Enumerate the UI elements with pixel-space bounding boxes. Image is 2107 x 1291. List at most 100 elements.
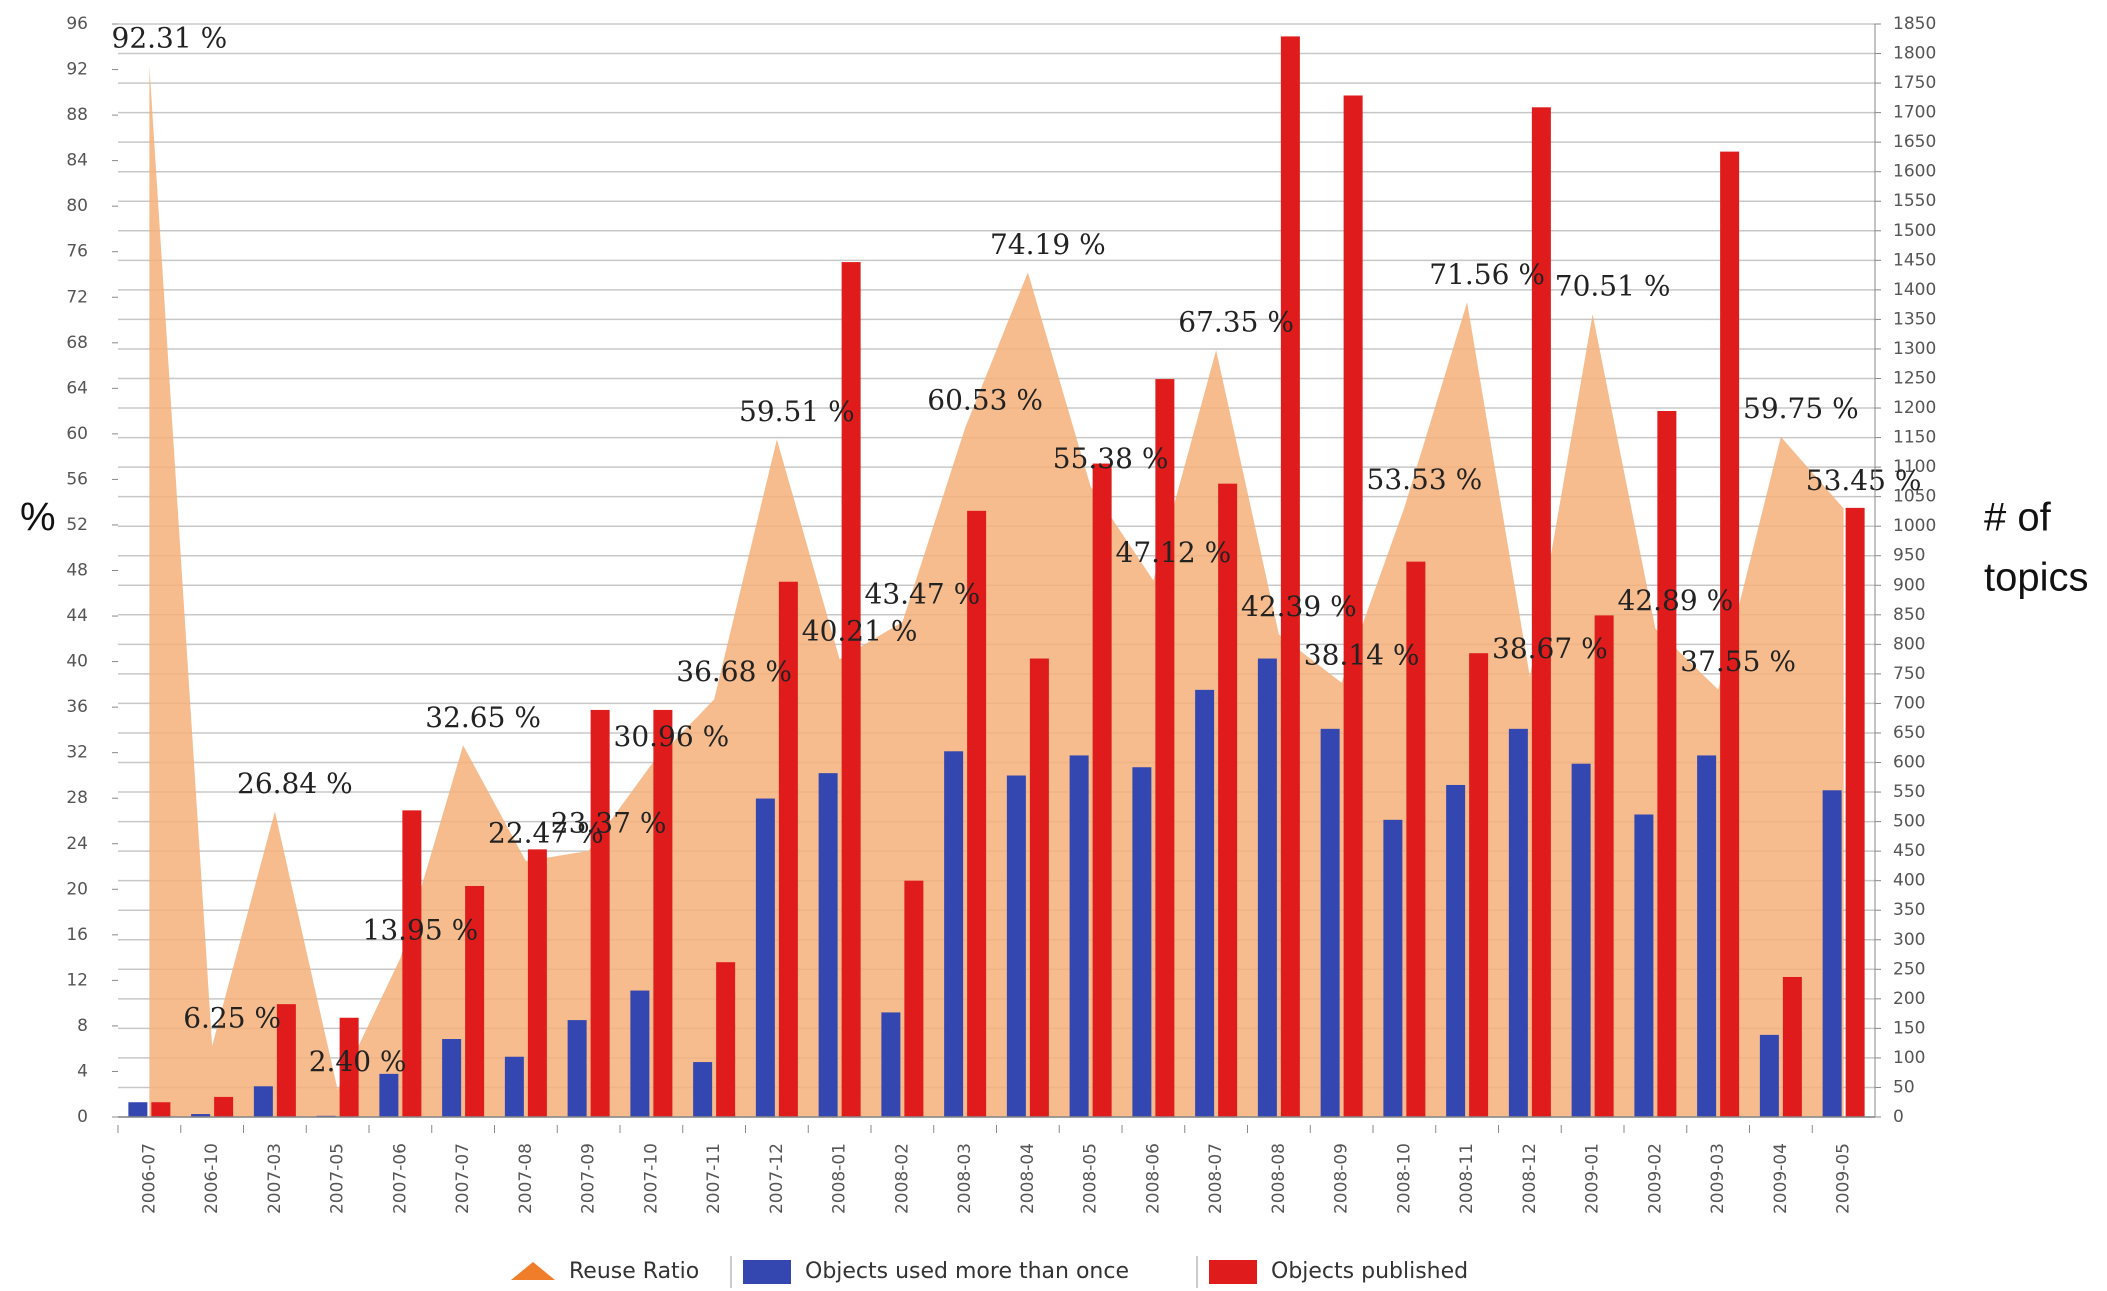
y2-tick-label: 450 — [1893, 841, 1925, 861]
y2-tick-label: 550 — [1893, 782, 1925, 802]
y2-tick-label: 50 — [1893, 1077, 1915, 1097]
bar — [1446, 784, 1466, 1117]
bar — [1195, 689, 1215, 1117]
y2-tick-label: 1150 — [1893, 428, 1936, 448]
bar — [1155, 379, 1175, 1118]
data-label: 38.14 % — [1304, 638, 1420, 671]
y2-tick-label: 1800 — [1893, 44, 1936, 64]
bar — [465, 885, 485, 1117]
x-tick-label: 2009-03 — [1708, 1143, 1728, 1214]
x-tick-label: 2007-12 — [767, 1143, 787, 1214]
y2-tick-label: 750 — [1893, 664, 1925, 684]
x-tick-label: 2008-05 — [1081, 1143, 1101, 1214]
y2-tick-label: 1050 — [1893, 487, 1936, 507]
bar — [402, 810, 422, 1117]
bar — [1822, 790, 1842, 1117]
y-tick-label: 12 — [66, 970, 88, 990]
y2-tick-label: 1000 — [1893, 516, 1936, 536]
x-tick-label: 2008-10 — [1394, 1143, 1414, 1214]
bar — [1571, 763, 1591, 1117]
bar — [590, 709, 610, 1117]
x-tick-label: 2007-05 — [328, 1143, 348, 1214]
y2-tick-label: 1850 — [1893, 14, 1936, 34]
y2-tick-label: 1200 — [1893, 398, 1936, 418]
x-tick-label: 2009-05 — [1834, 1143, 1854, 1214]
bar — [904, 880, 924, 1117]
bar — [1092, 463, 1112, 1117]
data-label: 30.96 % — [614, 720, 730, 753]
x-tick-label: 2008-08 — [1269, 1143, 1289, 1214]
y2-tick-label: 850 — [1893, 605, 1925, 625]
y2-tick-label: 100 — [1893, 1048, 1925, 1068]
data-label: 42.39 % — [1241, 590, 1357, 623]
y-tick-label: 80 — [66, 196, 88, 216]
y2-tick-label: 950 — [1893, 546, 1925, 566]
y2-tick-label: 250 — [1893, 959, 1925, 979]
bar — [504, 1056, 524, 1117]
y-axis-label: % — [20, 496, 56, 540]
legend-swatch — [511, 1262, 555, 1280]
bar — [841, 262, 861, 1117]
data-label: 36.68 % — [676, 655, 792, 688]
x-tick-label: 2008-04 — [1018, 1143, 1038, 1214]
y-tick-label: 72 — [66, 287, 88, 307]
y-tick-label: 68 — [66, 333, 88, 353]
data-label: 23.37 % — [551, 806, 667, 839]
y2-axis-label: # of — [1984, 496, 2052, 540]
data-label: 13.95 % — [363, 914, 479, 947]
bar — [1406, 561, 1426, 1117]
bar — [1029, 658, 1049, 1117]
bar — [778, 581, 798, 1117]
data-label: 55.38 % — [1053, 442, 1169, 475]
bar — [1657, 410, 1677, 1117]
y-tick-label: 8 — [77, 1016, 88, 1036]
data-label: 74.19 % — [990, 228, 1106, 261]
bar — [276, 1004, 296, 1117]
bar — [1845, 507, 1865, 1118]
data-label: 92.31 % — [112, 22, 228, 55]
y-tick-label: 4 — [77, 1061, 88, 1081]
y2-tick-label: 1500 — [1893, 221, 1936, 241]
bar — [1720, 151, 1740, 1118]
bar — [944, 751, 964, 1117]
x-tick-label: 2007-07 — [453, 1143, 473, 1214]
bar — [1069, 755, 1089, 1117]
y-tick-label: 60 — [66, 424, 88, 444]
y2-tick-label: 600 — [1893, 753, 1925, 773]
y2-tick-label: 1100 — [1893, 457, 1936, 477]
bar — [818, 773, 838, 1117]
x-tick-label: 2009-04 — [1771, 1143, 1791, 1214]
y2-tick-label: 500 — [1893, 812, 1925, 832]
bar — [527, 849, 547, 1117]
bar — [1759, 1034, 1779, 1117]
data-label: 37.55 % — [1680, 645, 1796, 678]
bar — [1383, 819, 1403, 1117]
y2-tick-label: 1600 — [1893, 162, 1936, 182]
bar — [151, 1102, 171, 1117]
data-label: 67.35 % — [1178, 306, 1294, 339]
y2-tick-label: 200 — [1893, 989, 1925, 1009]
data-label: 59.51 % — [739, 395, 855, 428]
legend-label: Reuse Ratio — [569, 1259, 699, 1284]
x-tick-label: 2008-03 — [955, 1143, 975, 1214]
bar — [967, 510, 987, 1117]
y2-tick-label: 400 — [1893, 871, 1925, 891]
y2-tick-label: 350 — [1893, 900, 1925, 920]
x-tick-label: 2008-02 — [892, 1143, 912, 1214]
x-tick-label: 2008-11 — [1457, 1143, 1477, 1214]
x-tick-label: 2009-02 — [1645, 1143, 1665, 1214]
y-tick-label: 92 — [66, 60, 88, 80]
bar — [442, 1039, 462, 1117]
y2-tick-label: 1650 — [1893, 132, 1936, 152]
y2-tick-label: 1300 — [1893, 339, 1936, 359]
bar — [1257, 658, 1277, 1117]
legend-swatch — [743, 1260, 791, 1284]
bar — [1469, 653, 1489, 1117]
y-tick-label: 16 — [66, 925, 88, 945]
x-tick-label: 2007-09 — [579, 1143, 599, 1214]
data-label: 38.67 % — [1492, 632, 1608, 665]
bar — [693, 1062, 713, 1117]
x-tick-label: 2007-06 — [390, 1143, 410, 1214]
data-label: 40.21 % — [802, 615, 918, 648]
data-label: 26.84 % — [237, 767, 353, 800]
